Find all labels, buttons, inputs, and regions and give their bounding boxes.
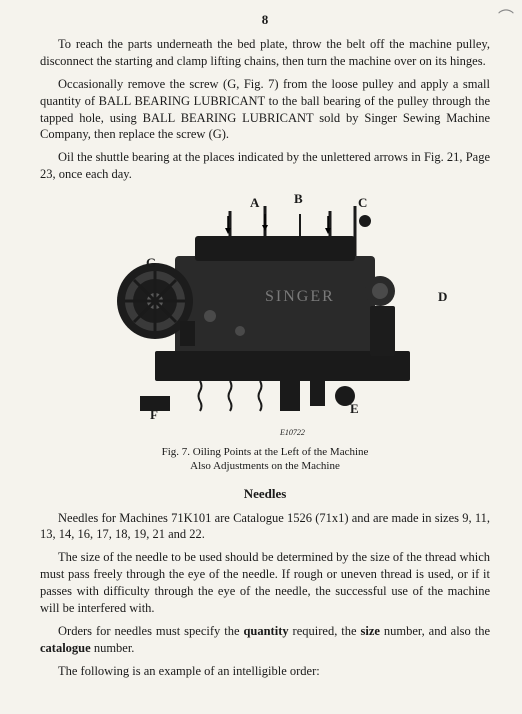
figure-7-container: SINGER A B C D E F G E10722: [40, 191, 490, 441]
figure-model-number: E10722: [280, 428, 305, 437]
figure-caption: Fig. 7. Oiling Points at the Left of the…: [40, 445, 490, 474]
svg-text:SINGER: SINGER: [265, 288, 335, 305]
figure-label-c: C: [358, 195, 367, 211]
figure-label-d: D: [438, 289, 447, 305]
paragraph-1: To reach the parts underneath the bed pl…: [40, 36, 490, 70]
figure-caption-line2: Also Adjustments on the Machine: [190, 460, 340, 472]
machine-illustration: SINGER: [100, 196, 430, 436]
paragraph-2: Occasionally remove the screw (G, Fig. 7…: [40, 76, 490, 144]
paragraph-5: The size of the needle to be used should…: [40, 549, 490, 617]
figure-label-f: F: [150, 407, 158, 423]
figure-label-a: A: [250, 195, 259, 211]
figure-label-b: B: [294, 191, 303, 207]
page-number: 8: [40, 12, 490, 28]
paragraph-7: The following is an example of an intell…: [40, 663, 490, 680]
section-heading-needles: Needles: [40, 486, 490, 502]
paragraph-4: Needles for Machines 71K101 are Catalogu…: [40, 510, 490, 544]
figure-label-g: G: [146, 255, 156, 271]
figure-label-e: E: [350, 401, 359, 417]
page-corner-mark: ⌒: [498, 4, 514, 28]
paragraph-3: Oil the shuttle bearing at the places in…: [40, 149, 490, 183]
paragraph-6: Orders for needles must specify the quan…: [40, 623, 490, 657]
figure-caption-line1: Fig. 7. Oiling Points at the Left of the…: [162, 446, 369, 458]
